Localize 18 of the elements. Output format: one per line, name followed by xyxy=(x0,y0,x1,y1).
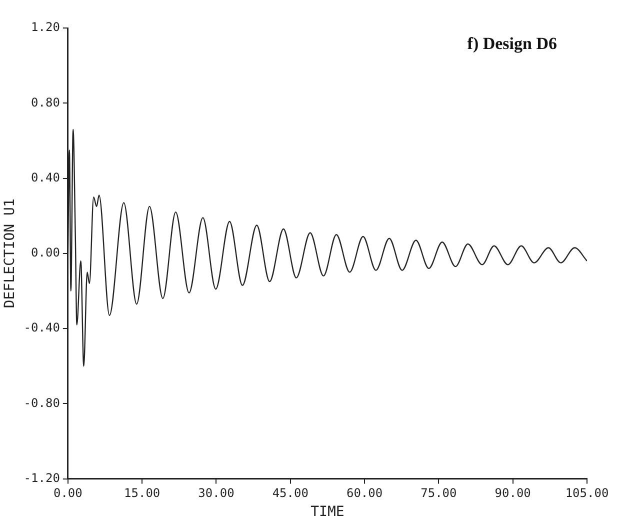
chart-title: f) Design D6 xyxy=(467,34,557,53)
y-tick-label: 0.00 xyxy=(31,246,60,260)
y-tick-label: -0.80 xyxy=(24,396,60,410)
x-tick-label: 0.00 xyxy=(53,486,82,500)
y-tick-label: -0.40 xyxy=(24,320,60,335)
y-tick-label: 0.80 xyxy=(31,95,60,110)
y-axis-title: DEFLECTION U1 xyxy=(2,198,18,308)
y-tick-label: 1.20 xyxy=(31,20,60,34)
x-tick-label: 15.00 xyxy=(124,486,160,500)
x-axis-title: TIME xyxy=(310,504,344,520)
x-tick-label: 105.00 xyxy=(565,486,609,500)
y-tick-label: 0.40 xyxy=(31,170,60,184)
x-tick-label: 45.00 xyxy=(272,486,308,500)
x-tick-label: 60.00 xyxy=(346,486,383,500)
x-tick-label: 75.00 xyxy=(420,486,457,500)
x-tick-label: 90.00 xyxy=(494,486,531,500)
x-tick-label: 30.00 xyxy=(198,486,234,500)
y-tick-label: -1.20 xyxy=(24,470,60,485)
